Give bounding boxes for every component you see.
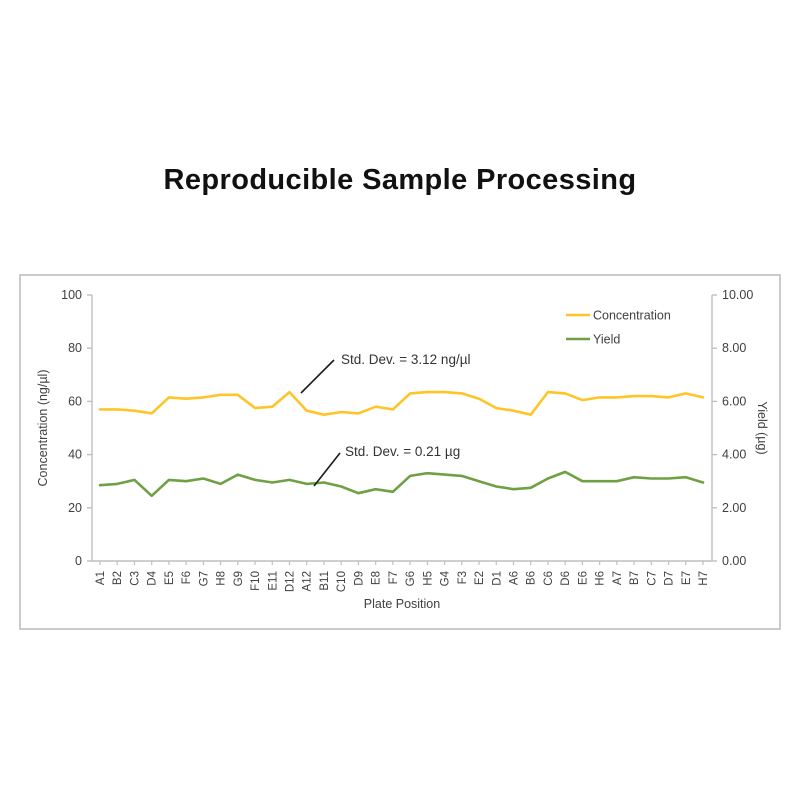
y-axis-right-tick-label: 0.00	[722, 554, 746, 568]
annotation-leader-line-1	[313, 452, 341, 487]
x-axis-tick-label: B11	[319, 571, 331, 591]
x-axis-tick-label: D12	[285, 571, 297, 592]
y-axis-right-tick-label: 8.00	[722, 341, 746, 355]
y-axis-left-tick-label: 20	[68, 501, 82, 515]
x-axis-tick-label: A7	[612, 571, 624, 585]
y-axis-right-tick-label: 10.00	[722, 288, 753, 302]
annotation-text-1: Std. Dev. = 0.21 µg	[345, 444, 460, 459]
legend-label-concentration: Concentration	[593, 309, 671, 323]
x-axis-tick-label: B6	[526, 571, 538, 585]
x-axis-tick-label: A6	[508, 571, 520, 585]
x-axis-tick-label: F6	[181, 571, 193, 584]
y-axis-left-tick-label: 60	[68, 394, 82, 408]
x-axis-tick-label: F7	[388, 571, 400, 584]
x-axis-tick-label: H5	[422, 571, 434, 586]
y-axis-right-title: Yield (µg)	[755, 401, 769, 454]
x-axis-tick-label: A1	[95, 571, 107, 585]
y-axis-right-tick-label: 6.00	[722, 394, 746, 408]
x-axis-tick-label: A12	[302, 571, 314, 591]
y-axis-left-tick-label: 40	[68, 448, 82, 462]
x-axis-tick-label: E2	[474, 571, 486, 585]
x-axis-tick-label: D9	[353, 571, 365, 586]
x-axis-tick-label: G6	[405, 571, 417, 586]
x-axis-tick-label: E11	[267, 571, 279, 591]
concentration-line	[98, 390, 705, 416]
x-axis-tick-label: F10	[250, 571, 262, 591]
x-axis-tick-label: C6	[543, 571, 555, 586]
x-axis-tick-label: H7	[698, 571, 710, 586]
x-axis-tick-label: G7	[198, 571, 210, 586]
page-title: Reproducible Sample Processing	[163, 164, 637, 196]
x-axis-tick-label: E5	[164, 571, 176, 585]
y-axis-right-tick-label: 2.00	[722, 501, 746, 515]
chart-svg: 0 20 40 60 80 100 0.00 2.00 4.00 6.00 8.00 10.00 A1 B…	[36, 288, 769, 611]
y-axis-left-title: Concentration (ng/µl)	[36, 370, 50, 487]
x-axis-tick-label: D1	[491, 571, 503, 586]
annotation-text-0: Std. Dev. = 3.12 ng/µl	[341, 352, 470, 367]
x-axis-tick-label: D6	[560, 571, 572, 586]
x-axis-tick-label: G9	[233, 571, 245, 586]
x-axis-tick-label: E8	[371, 571, 383, 585]
y-axis-left-tick-label: 80	[68, 341, 82, 355]
x-axis-tick-label: B7	[629, 571, 641, 585]
x-axis-tick-label: D4	[147, 570, 159, 585]
x-axis-tick-label: C7	[646, 571, 658, 586]
y-axis-right-tick-label: 4.00	[722, 448, 746, 462]
y-axis-left-tick-label: 0	[75, 554, 82, 568]
x-axis-tick-label: D7	[664, 571, 676, 586]
x-axis-tick-label: C3	[129, 571, 141, 586]
x-axis-tick-label: F3	[457, 571, 469, 584]
x-axis-tick-label: H6	[595, 571, 607, 586]
x-axis-tick-label: C10	[336, 571, 348, 592]
x-axis-tick-label: G4	[440, 570, 452, 586]
y-axis-left-tick-label: 100	[61, 288, 82, 302]
x-axis-tick-label: B2	[112, 571, 124, 585]
x-axis-tick-label: H8	[216, 571, 228, 586]
x-axis-title: Plate Position	[364, 597, 440, 611]
x-axis-tick-label: E7	[681, 571, 693, 585]
x-axis-tick-label: E6	[577, 571, 589, 585]
annotation-leader-line-0	[300, 359, 335, 394]
chart-card: 0 20 40 60 80 100 0.00 2.00 4.00 6.00 8.00 10.00 A1 B…	[19, 274, 781, 630]
yield-line	[98, 470, 705, 498]
legend-label-yield: Yield	[593, 333, 620, 347]
